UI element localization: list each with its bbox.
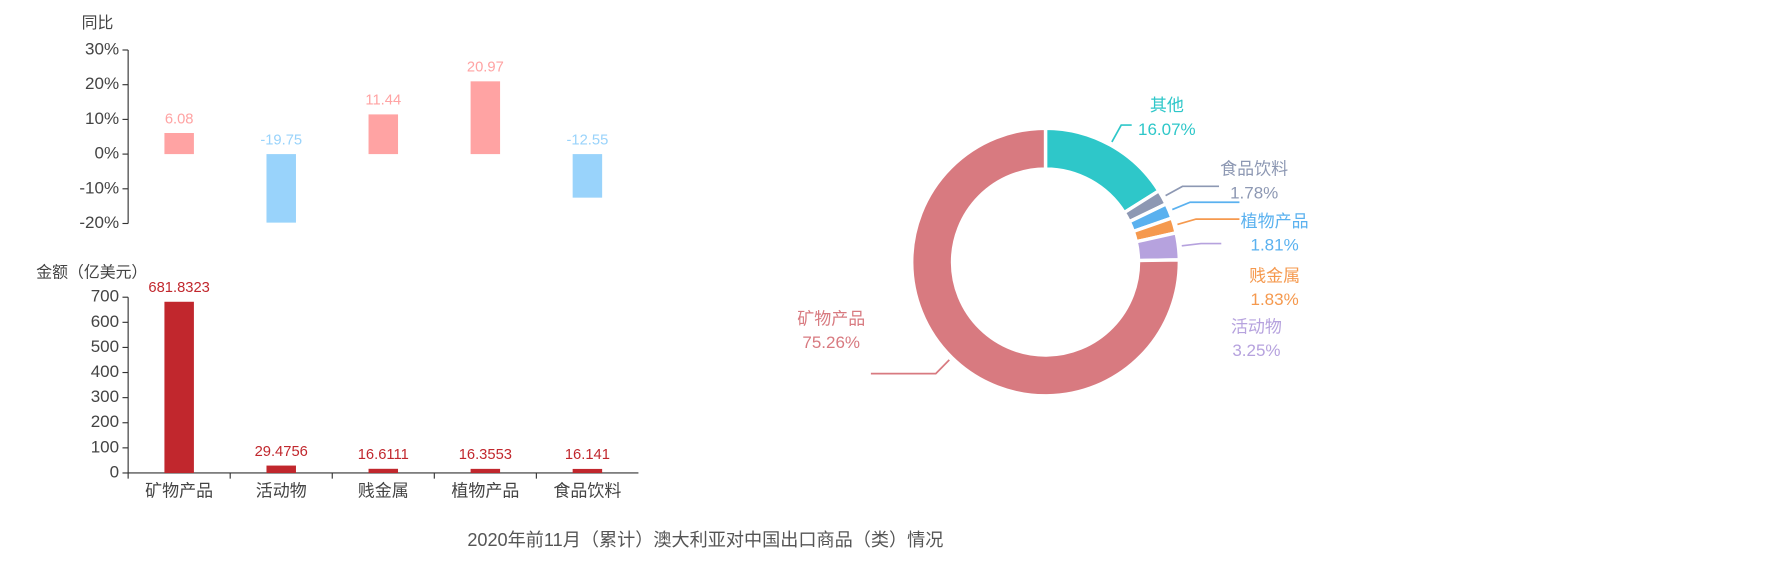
data-label: 16.3553 [459, 447, 512, 463]
data-label: 6.08 [165, 111, 194, 127]
pie-label-name: 活动物 [1231, 317, 1282, 336]
y-tick-label: 700 [91, 287, 119, 306]
pie-label-name: 食品饮料 [1220, 160, 1288, 179]
y-axis-label: 金额（亿美元） [36, 264, 147, 282]
bar [470, 468, 501, 473]
leader-line [1171, 201, 1240, 211]
pie-label-value: 16.07% [1138, 120, 1196, 139]
y-tick-label: 0% [94, 144, 119, 163]
pie-label-name: 植物产品 [1241, 212, 1309, 231]
bar [164, 301, 194, 473]
data-label: 16.6111 [358, 447, 409, 463]
bar [266, 154, 296, 223]
y-tick-label: -10% [79, 178, 119, 197]
y-tick-label: 20% [85, 74, 119, 93]
caption: 2020年前11月（累计）澳大利亚对中国出口商品（类）情况 [467, 530, 943, 550]
data-label: 20.97 [467, 60, 504, 76]
bar [572, 468, 603, 473]
leader-line [870, 359, 950, 375]
y-tick-label: 500 [91, 337, 119, 356]
leader-line [1165, 185, 1220, 197]
y-tick-label: 600 [91, 312, 119, 331]
leader-line [1181, 242, 1222, 247]
pie-label-value: 1.83% [1250, 290, 1298, 309]
x-tick-label: 活动物 [256, 482, 307, 501]
pie-label-value: 1.81% [1250, 236, 1298, 255]
x-tick-label: 贱金属 [358, 482, 409, 501]
y-tick-label: 30% [85, 39, 119, 58]
pie-slice [910, 126, 1182, 398]
bar [572, 154, 603, 198]
data-label: 11.44 [365, 93, 401, 109]
data-label: 29.4756 [255, 444, 308, 460]
x-tick-label: 矿物产品 [145, 482, 213, 501]
x-tick-label: 植物产品 [451, 482, 519, 501]
data-label: 16.141 [565, 447, 610, 463]
y-tick-label: 10% [85, 109, 119, 128]
bar [368, 114, 399, 155]
y-tick-label: 300 [91, 387, 119, 406]
y-axis-label: 同比 [82, 14, 114, 32]
y-tick-label: -20% [79, 213, 119, 232]
y-tick-label: 400 [91, 362, 119, 381]
pie-label-value: 75.26% [802, 333, 860, 352]
bar [266, 465, 296, 473]
leader-line [1177, 218, 1240, 226]
data-label: -19.75 [260, 132, 302, 148]
leader-line [1111, 124, 1132, 143]
data-label: 681.8323 [148, 280, 209, 296]
pie-label-name: 其他 [1150, 96, 1184, 115]
bar [164, 133, 194, 155]
bar [368, 468, 399, 473]
pie-label-value: 1.78% [1230, 183, 1278, 202]
y-tick-label: 100 [91, 437, 119, 456]
x-tick-label: 食品饮料 [553, 482, 621, 501]
pie-label-value: 3.25% [1232, 341, 1280, 360]
y-tick-label: 200 [91, 412, 119, 431]
pie-label-name: 矿物产品 [797, 309, 865, 328]
bar [470, 81, 501, 155]
pie-label-name: 贱金属 [1249, 266, 1300, 285]
y-tick-label: 0 [110, 462, 119, 481]
data-label: -12.55 [567, 132, 609, 148]
